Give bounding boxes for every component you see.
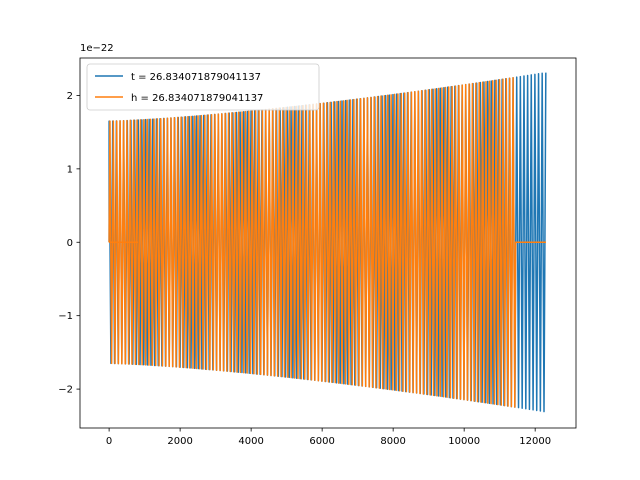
legend-label-t: t = 26.834071879041137 (131, 72, 261, 83)
legend-frame (86, 63, 320, 111)
y-axis: −2 −1 0 1 2 (58, 91, 80, 396)
legend: t = 26.834071879041137 h = 26.8340718790… (86, 63, 320, 111)
legend-label-h: h = 26.834071879041137 (131, 93, 263, 104)
y-tick-label: 0 (67, 238, 73, 249)
x-tick-label: 6000 (309, 436, 334, 447)
y-tick-label: 1 (67, 164, 73, 175)
y-tick-label: −1 (58, 311, 73, 322)
x-tick-label: 12000 (519, 436, 551, 447)
x-axis: 0 2000 4000 6000 8000 10000 12000 (106, 428, 551, 447)
x-tick-label: 10000 (448, 436, 480, 447)
y-tick-label: −2 (58, 385, 73, 396)
x-tick-label: 0 (106, 436, 112, 447)
plot-area (79, 57, 577, 429)
x-tick-label: 8000 (380, 436, 405, 447)
y-scale-label: 1e−22 (80, 43, 114, 54)
x-tick-label: 4000 (238, 436, 263, 447)
x-tick-label: 2000 (167, 436, 192, 447)
y-tick-label: 2 (67, 91, 73, 102)
axes-frame (79, 57, 577, 429)
